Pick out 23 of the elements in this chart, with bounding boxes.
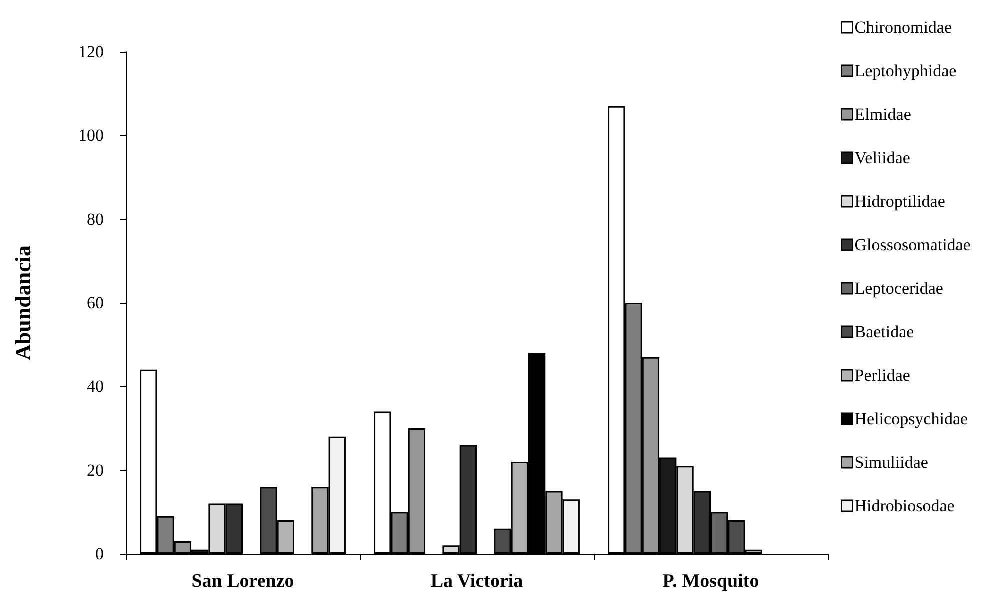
legend-label: Hidroptilidae — [854, 192, 946, 211]
y-tick-label: 40 — [87, 377, 104, 396]
legend-label: Veliidae — [854, 148, 910, 168]
y-tick-label: 120 — [78, 42, 104, 62]
y-tick-label: 80 — [87, 210, 104, 229]
legend-label: Elmidae — [854, 105, 912, 124]
legend-label: Simuliidae — [854, 453, 928, 472]
legend-label: Hidrobiosodae — [854, 496, 955, 516]
legend-label: Baetidae — [854, 322, 914, 342]
legend-label: Chironomidae — [854, 18, 952, 37]
x-tick-label: La Victoria — [430, 571, 524, 592]
y-tick-label: 20 — [87, 460, 104, 480]
y-tick-label: 60 — [87, 294, 104, 312]
x-tick-label: P. Mosquito — [662, 571, 760, 592]
y-axis-title: Abundancia — [10, 246, 36, 360]
legend-label: Leptohyphidae — [854, 62, 957, 80]
y-tick-label: 0 — [96, 544, 104, 564]
legend-label: Perlidae — [854, 366, 910, 385]
y-tick-label: 100 — [78, 126, 104, 146]
x-tick-label: San Lorenzo — [192, 571, 294, 592]
legend-label: Glossosomatidae — [854, 236, 971, 254]
legend-label: Helicopsychidae — [854, 410, 968, 428]
legend-label: Leptoceridae — [854, 279, 944, 298]
